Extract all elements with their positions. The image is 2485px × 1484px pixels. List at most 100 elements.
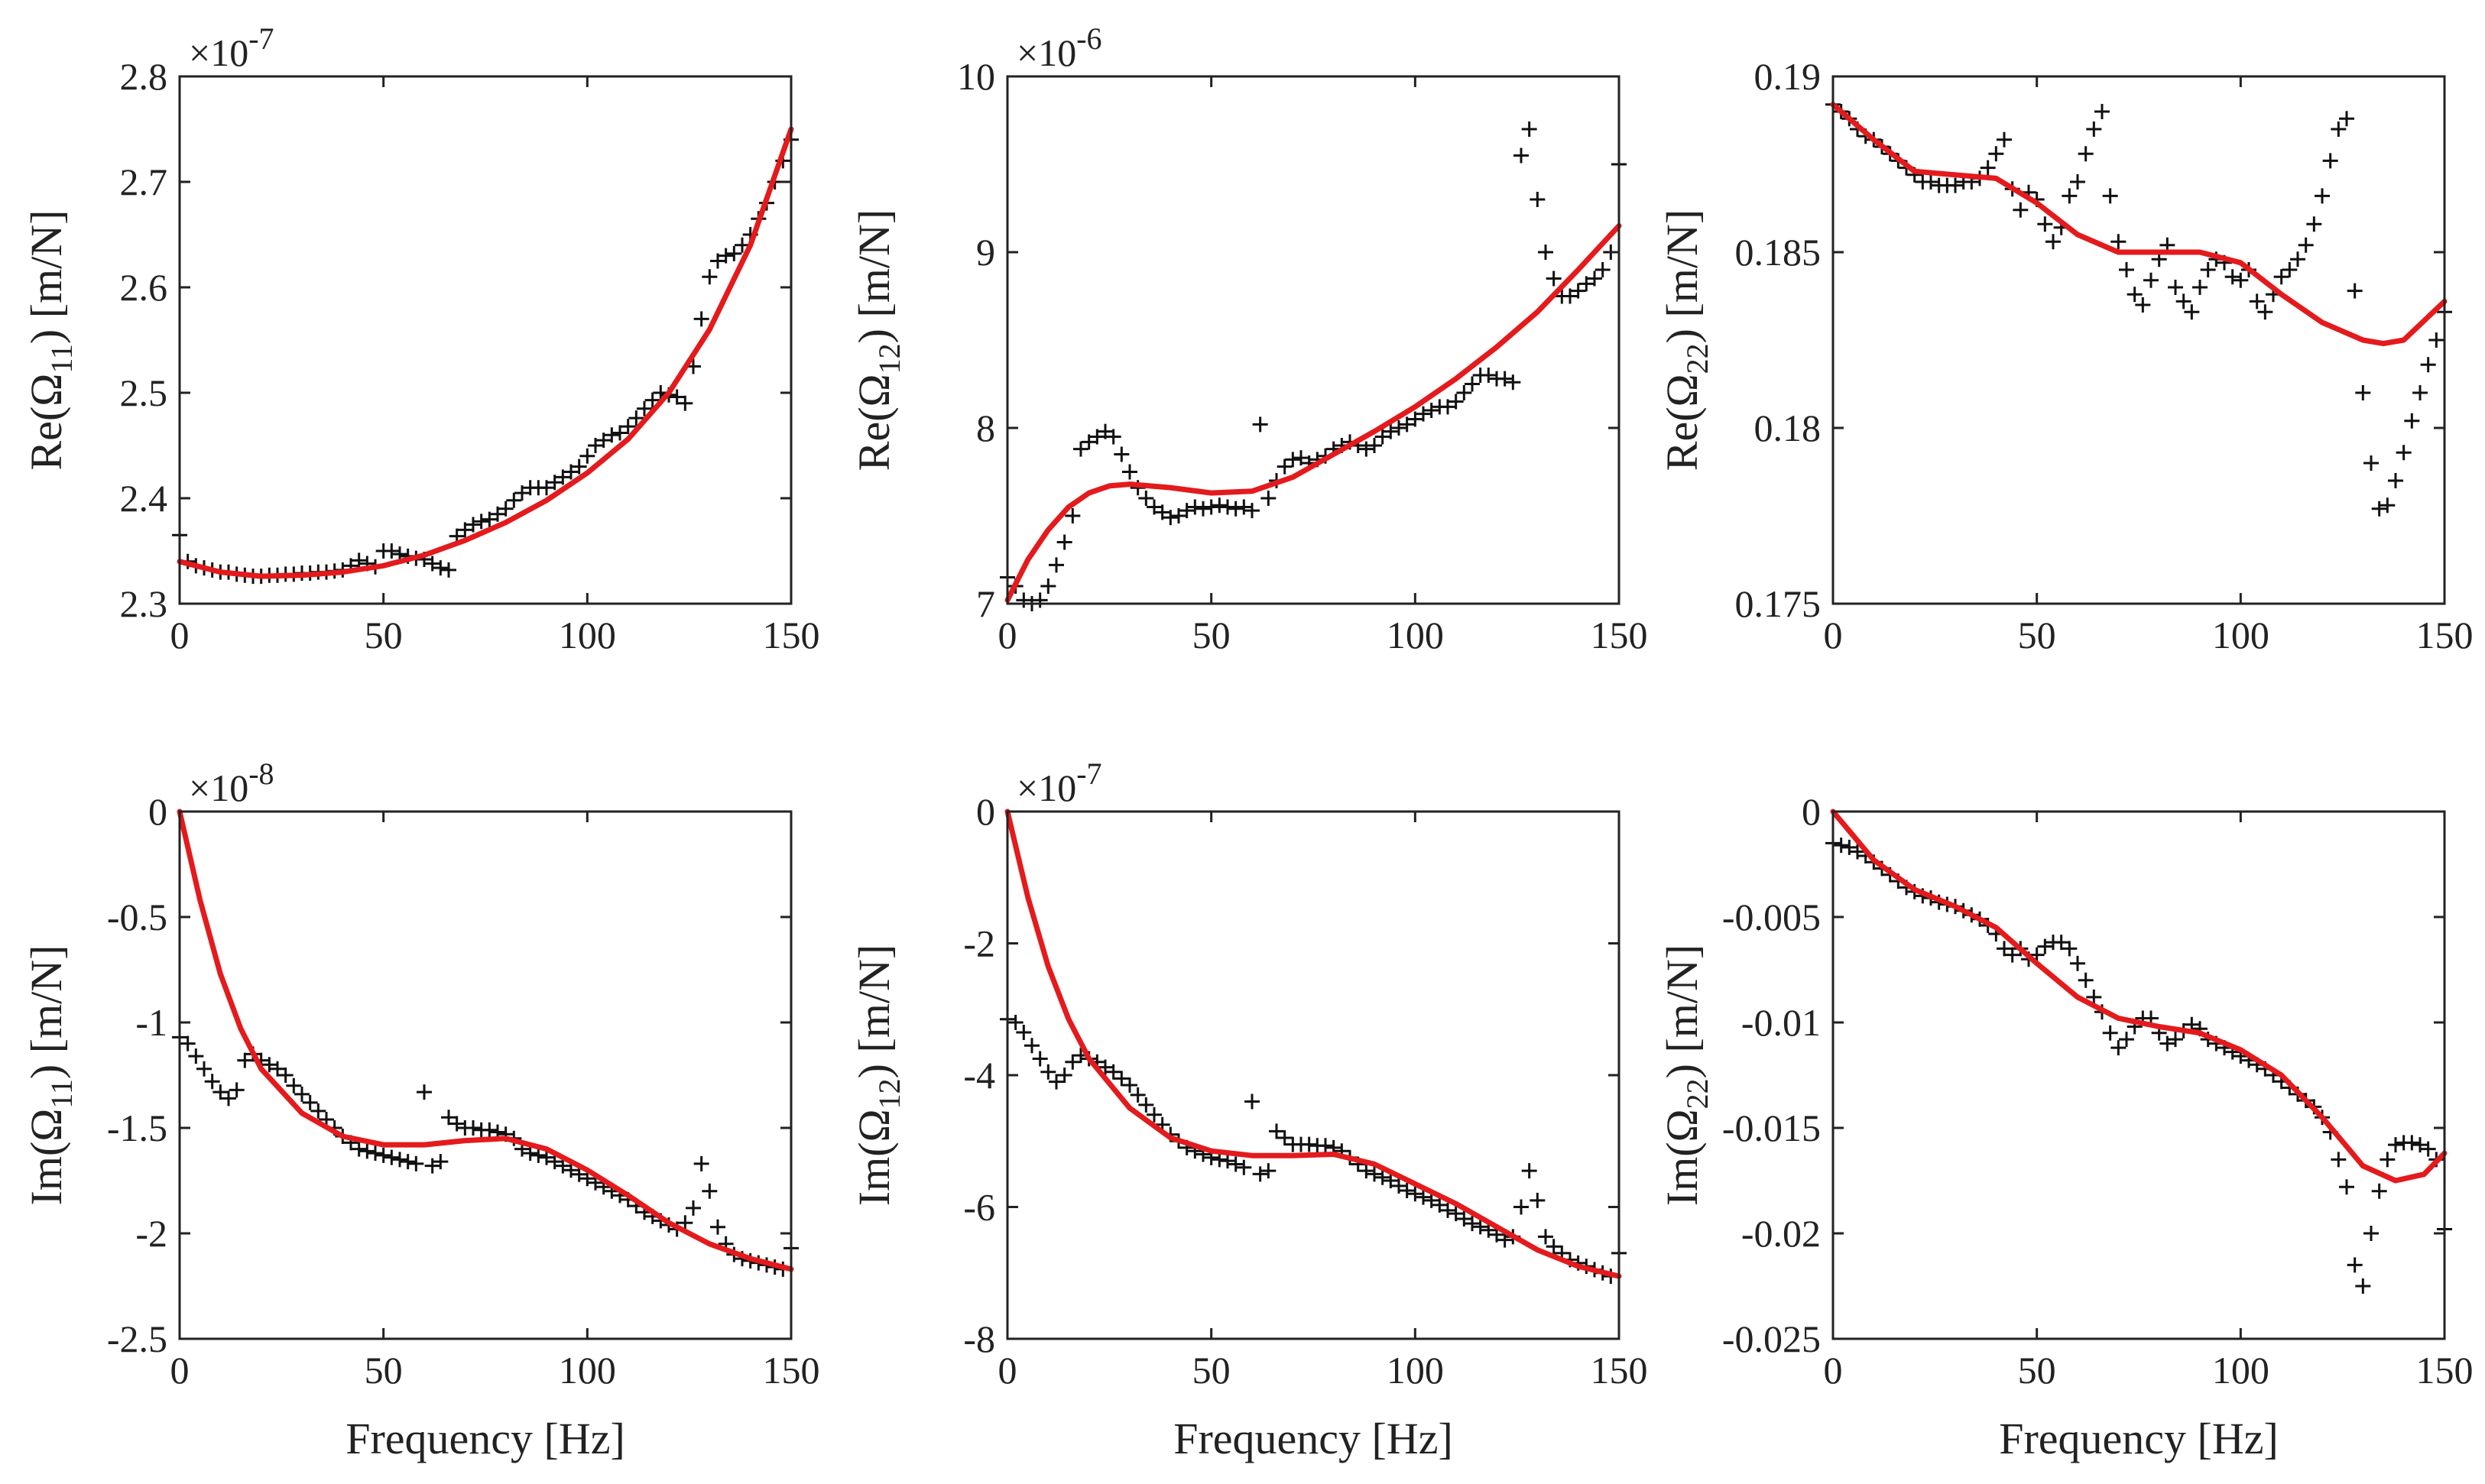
data-point-marker	[644, 392, 660, 408]
data-point-marker	[726, 245, 742, 261]
data-point-marker	[1065, 508, 1081, 523]
y-axis-label-tail: ) [m/N]	[21, 945, 71, 1080]
y-tick-label: -0.5	[107, 896, 167, 938]
data-point-marker	[1065, 1054, 1081, 1070]
data-point-marker	[1032, 592, 1048, 608]
y-axis-label-subscript: 22	[1680, 343, 1715, 374]
plot-frame	[1006, 75, 1620, 605]
data-point-marker	[669, 389, 685, 405]
data-point-marker	[294, 1086, 310, 1102]
data-point-marker	[686, 1200, 701, 1216]
data-point-marker	[1358, 441, 1374, 457]
plot-frame	[1831, 75, 2446, 605]
data-point-marker	[1154, 504, 1170, 520]
data-point-marker	[2094, 104, 2110, 119]
x-tick-label: 0	[1824, 1349, 1843, 1392]
data-point-marker	[2339, 111, 2354, 127]
data-point-marker	[2282, 262, 2298, 277]
data-point-marker	[2184, 304, 2200, 320]
data-point-marker	[2078, 146, 2094, 162]
data-point-marker	[1407, 411, 1423, 427]
data-point-marker	[1032, 1051, 1048, 1067]
y-tick-label: -6	[963, 1186, 995, 1229]
data-point-marker	[2037, 216, 2053, 232]
data-point-marker	[571, 458, 587, 475]
y-tick-label: -1	[135, 1001, 167, 1044]
data-point-marker	[2331, 122, 2347, 137]
y-axis-label: Re(Ω12) [m/N]	[849, 209, 907, 471]
data-point-marker	[2168, 280, 2183, 295]
data-point-marker	[212, 1084, 229, 1100]
data-point-marker	[2004, 947, 2020, 963]
data-point-marker	[563, 464, 579, 480]
data-point-marker	[417, 1084, 432, 1100]
data-point-marker	[1244, 503, 1260, 519]
y-tick-label: 2.6	[120, 266, 168, 309]
data-point-marker	[514, 485, 530, 501]
data-point-marker	[2159, 1035, 2175, 1051]
y-axis-label-subscript: 12	[872, 343, 907, 374]
data-point-marker	[1081, 434, 1097, 450]
data-point-marker	[637, 400, 652, 416]
data-point-marker	[1850, 844, 1865, 860]
data-point-marker	[270, 1061, 285, 1077]
y-scale-base: ×10	[189, 31, 248, 74]
data-point-marker	[1570, 283, 1586, 299]
x-tick-label: 150	[763, 614, 820, 656]
data-point-marker	[1948, 177, 1963, 193]
y-axis-label: Re(Ω22) [m/N]	[1657, 209, 1715, 471]
data-point-marker	[1228, 1156, 1244, 1172]
data-point-marker	[2053, 935, 2069, 951]
y-tick-label: -0.025	[1722, 1317, 1821, 1360]
data-point-marker	[1114, 1071, 1130, 1087]
x-tick-label: 50	[365, 614, 403, 656]
y-tick-label: -2	[963, 922, 995, 965]
data-point-marker	[2070, 174, 2085, 190]
data-point-marker	[710, 1219, 725, 1235]
y-tick-label: -4	[963, 1054, 995, 1097]
data-point-marker	[1105, 429, 1121, 445]
x-axis-label: Frequency [Hz]	[1999, 1414, 2279, 1463]
plot-frame	[178, 810, 793, 1340]
data-point-marker	[2175, 293, 2191, 309]
data-point-marker	[1056, 534, 1072, 550]
data-point-marker	[1114, 446, 1130, 462]
x-tick-label: 100	[1387, 1349, 1444, 1392]
data-point-marker	[588, 438, 603, 453]
data-point-marker	[1277, 458, 1293, 475]
x-tick-label: 50	[365, 1349, 403, 1392]
data-point-marker	[1016, 592, 1032, 608]
y-axis-label-tail: ) [m/N]	[849, 945, 899, 1079]
data-point-marker	[2200, 262, 2216, 277]
data-point-marker	[441, 562, 456, 578]
x-axis-label: Frequency [Hz]	[1173, 1414, 1453, 1463]
data-point-marker	[2102, 188, 2118, 204]
data-point-marker	[1505, 374, 1521, 390]
data-point-marker	[2233, 272, 2249, 288]
y-scale-base: ×10	[1017, 766, 1076, 809]
data-point-marker	[1587, 271, 1602, 287]
tick-group: 0 50 100 150 0.175 0.18 0.185 0.19	[1735, 55, 2474, 656]
y-tick-label: 0.175	[1735, 582, 1822, 625]
data-point-marker	[433, 560, 449, 576]
data-point-marker	[1179, 503, 1195, 519]
data-point-marker	[1367, 438, 1382, 453]
y-tick-label: 0	[976, 790, 995, 833]
x-tick-label: 150	[1591, 1349, 1648, 1392]
data-point-marker	[2371, 1183, 2387, 1199]
y-tick-label: 2.5	[120, 371, 168, 414]
data-point-marker	[196, 1061, 212, 1077]
data-point-marker	[2102, 1025, 2118, 1041]
data-point-marker	[1220, 1153, 1235, 1169]
data-point-marker	[237, 1052, 253, 1068]
data-point-marker	[441, 1110, 456, 1126]
data-point-marker	[579, 1171, 595, 1187]
data-point-marker	[1203, 499, 1219, 515]
y-axis-label-main: Re(Ω	[21, 374, 71, 471]
data-point-marker	[1236, 499, 1252, 515]
panel-im-omega-12: 0 50 100 150 -8 -6 -4 -2 0 Im(Ω12) [m/N] ×10-7 F…	[849, 757, 1648, 1463]
data-point-marker	[204, 1074, 220, 1090]
fit-curve	[1830, 102, 2448, 347]
y-axis-label: Im(Ω12) [m/N]	[849, 945, 907, 1206]
